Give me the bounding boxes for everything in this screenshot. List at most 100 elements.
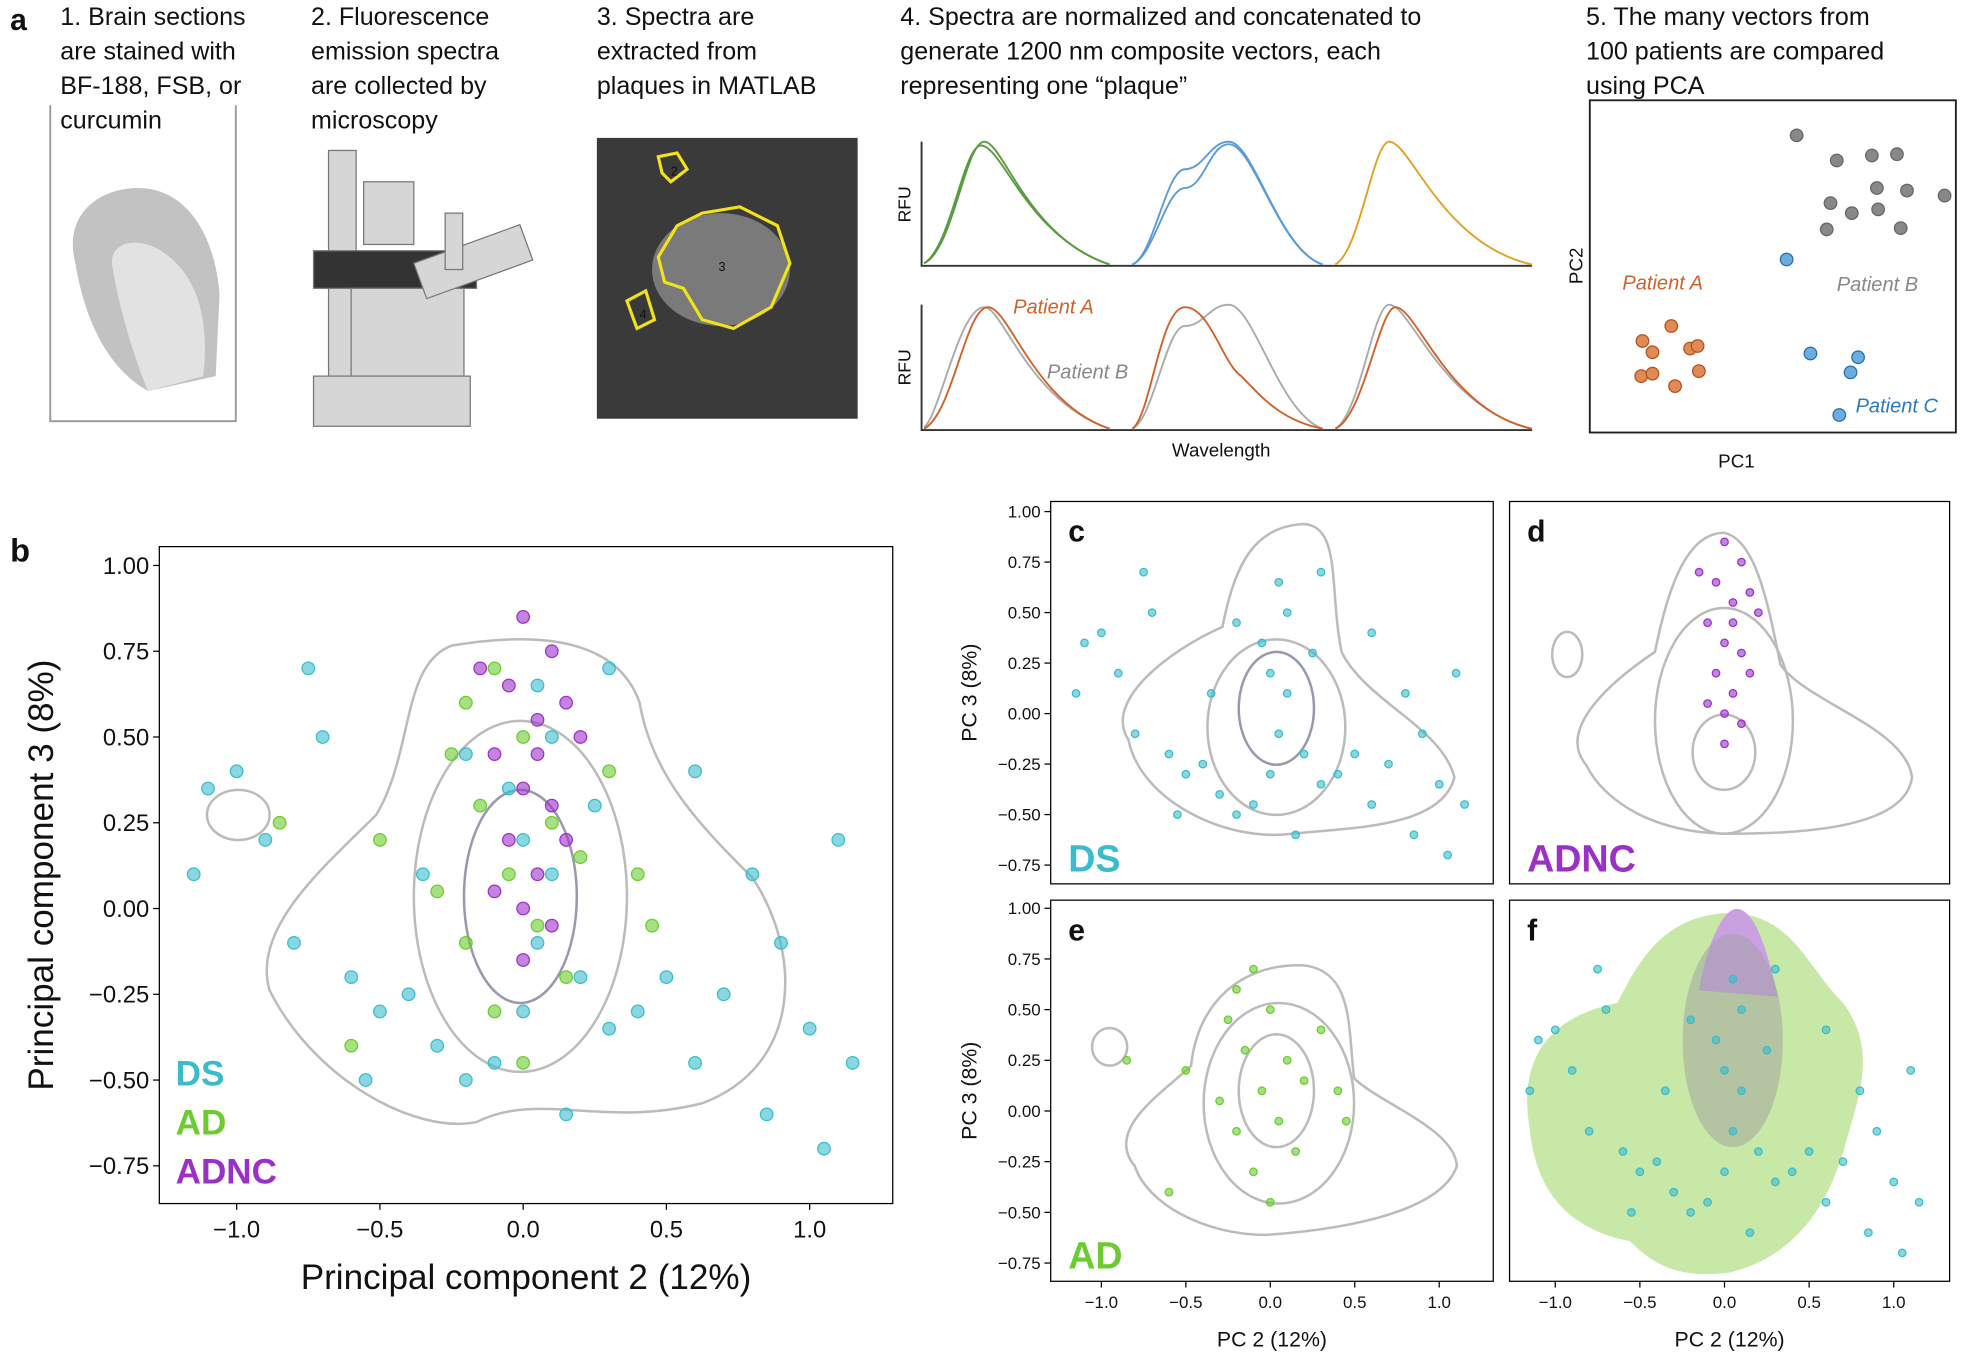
- point: [602, 764, 617, 779]
- panel-label: c: [1068, 516, 1085, 549]
- plot-frame: [1508, 899, 1951, 1282]
- series-label: DS: [1068, 837, 1120, 879]
- point: [1897, 1248, 1907, 1258]
- point: [1071, 688, 1081, 698]
- legend-entry: ADNC: [176, 1152, 277, 1191]
- point: [1265, 668, 1275, 678]
- y-tick-label: −0.25: [89, 982, 149, 1009]
- point: [1872, 1126, 1882, 1136]
- point: [1451, 668, 1461, 678]
- x-tick-label: 0.5: [1797, 1293, 1821, 1312]
- point: [1249, 964, 1258, 974]
- microscope-illustration: [312, 149, 534, 427]
- point: [501, 833, 516, 847]
- point: [1172, 810, 1182, 819]
- y-tick-label: −0.75: [89, 1153, 149, 1180]
- plot-frame: [1508, 500, 1951, 885]
- point: [1669, 1187, 1679, 1197]
- image-label: 4: [639, 307, 646, 321]
- spectra-illustration: [920, 140, 1533, 431]
- point: [1265, 1005, 1275, 1015]
- point: [573, 850, 588, 864]
- y-tick-label: 1.00: [1008, 503, 1041, 522]
- point: [1139, 567, 1148, 577]
- step-caption: 2. Fluorescence: [311, 3, 489, 31]
- point: [1265, 769, 1275, 779]
- point: [544, 867, 559, 882]
- point: [1686, 1207, 1696, 1217]
- x-axis-label: PC 2 (12%): [1675, 1327, 1785, 1351]
- annotation: Patient B: [1837, 274, 1918, 296]
- point: [1525, 1086, 1535, 1096]
- annotation: Patient B: [1047, 362, 1128, 384]
- step-caption: extracted from: [597, 38, 757, 66]
- point: [1686, 1015, 1696, 1025]
- point: [1821, 1197, 1831, 1207]
- point: [1728, 618, 1738, 628]
- point: [1737, 719, 1746, 729]
- point: [501, 678, 516, 693]
- point: [1711, 1035, 1721, 1045]
- point: [516, 1056, 531, 1070]
- point: [1257, 638, 1267, 648]
- point: [473, 798, 488, 813]
- step-caption: emission spectra: [311, 38, 499, 66]
- point: [559, 833, 574, 847]
- plot-frame: [1050, 500, 1494, 885]
- point: [559, 695, 574, 710]
- point: [430, 1038, 445, 1053]
- y-tick-label: 1.00: [1008, 899, 1041, 918]
- y-axis-label: PC 3 (8%): [958, 644, 982, 742]
- point: [1367, 628, 1377, 638]
- point: [1889, 1177, 1899, 1187]
- point: [1291, 830, 1301, 840]
- point: [802, 1021, 817, 1036]
- point: [516, 833, 531, 847]
- point: [1838, 1157, 1848, 1167]
- point: [1737, 1005, 1746, 1015]
- point: [473, 661, 488, 676]
- point: [1181, 1066, 1191, 1075]
- plot-frame: [1050, 899, 1494, 1282]
- point: [1316, 567, 1326, 577]
- point: [1460, 800, 1469, 809]
- point: [1584, 1126, 1594, 1136]
- y-tick-label: 0.50: [1008, 604, 1041, 623]
- x-tick-label: −0.5: [1623, 1293, 1656, 1312]
- point: [1863, 1228, 1873, 1238]
- point: [544, 730, 559, 744]
- point: [1232, 810, 1241, 819]
- point: [516, 730, 531, 744]
- point: [1728, 974, 1738, 984]
- point: [1720, 709, 1729, 718]
- image-label: 2: [671, 165, 678, 179]
- panel-label: b: [10, 532, 30, 569]
- point: [1745, 668, 1755, 678]
- point: [745, 867, 760, 882]
- point: [1240, 1045, 1250, 1055]
- point: [1855, 1086, 1865, 1096]
- point: [1291, 1147, 1301, 1156]
- point: [315, 730, 330, 744]
- x-tick-label: 1.0: [793, 1216, 826, 1243]
- axis-label: RFU: [894, 349, 914, 385]
- point: [1333, 1086, 1343, 1096]
- point: [817, 1141, 831, 1156]
- x-tick-label: −1.0: [213, 1216, 260, 1243]
- point: [688, 764, 702, 779]
- point: [1601, 1005, 1611, 1015]
- point: [1753, 1147, 1763, 1156]
- y-axis-label: PC 3 (8%): [958, 1042, 982, 1140]
- point: [1804, 1147, 1814, 1156]
- point: [487, 1056, 502, 1070]
- step-caption: 1. Brain sections: [60, 3, 245, 31]
- point: [759, 1107, 774, 1122]
- point: [1711, 577, 1721, 587]
- point: [401, 987, 416, 1002]
- legend-entry: AD: [176, 1104, 227, 1143]
- point: [1147, 608, 1157, 617]
- x-tick-label: −0.5: [1169, 1293, 1202, 1312]
- point: [544, 798, 559, 813]
- panel-label: f: [1527, 914, 1538, 947]
- point: [1249, 1167, 1258, 1177]
